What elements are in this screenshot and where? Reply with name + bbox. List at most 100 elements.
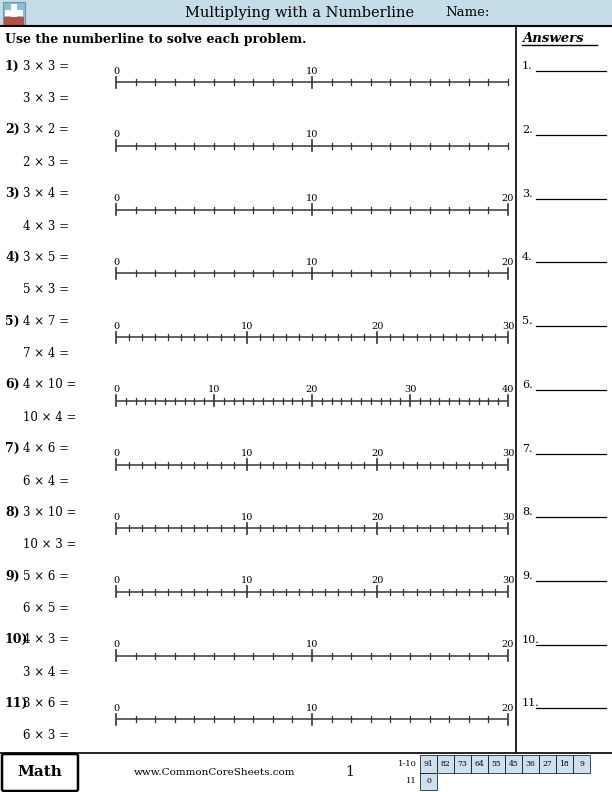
Text: 6 × 5 =: 6 × 5 = <box>23 602 69 615</box>
Text: 0: 0 <box>113 258 119 267</box>
Text: 30: 30 <box>502 322 514 330</box>
Bar <box>539 755 556 772</box>
Bar <box>420 755 437 772</box>
Text: 20: 20 <box>306 385 318 394</box>
Text: 11): 11) <box>5 697 29 710</box>
Text: 36: 36 <box>526 760 536 767</box>
Text: 73: 73 <box>458 760 468 767</box>
Text: 4 × 7 =: 4 × 7 = <box>23 314 69 328</box>
Bar <box>471 755 488 772</box>
Text: 6 × 4 =: 6 × 4 = <box>23 474 69 488</box>
Text: 8): 8) <box>5 506 20 519</box>
Text: 10: 10 <box>306 258 318 267</box>
Text: 10 × 4 =: 10 × 4 = <box>23 411 76 424</box>
Text: 20: 20 <box>502 640 514 649</box>
Text: 9: 9 <box>579 760 584 767</box>
Text: 0: 0 <box>426 777 431 785</box>
Text: 3 × 3 =: 3 × 3 = <box>23 92 69 105</box>
Text: 10: 10 <box>208 385 220 394</box>
Text: 1): 1) <box>5 59 20 73</box>
Text: 0: 0 <box>113 577 119 585</box>
Bar <box>0 753 612 792</box>
Bar <box>437 755 454 772</box>
Text: 10: 10 <box>241 577 253 585</box>
Text: 0: 0 <box>113 449 119 458</box>
Text: 10: 10 <box>241 322 253 330</box>
Text: 91: 91 <box>424 760 433 767</box>
Text: 20: 20 <box>371 577 384 585</box>
Text: 3 × 3 =: 3 × 3 = <box>23 59 69 73</box>
Text: 10 × 3 =: 10 × 3 = <box>23 539 76 551</box>
FancyBboxPatch shape <box>2 754 78 791</box>
Text: 0: 0 <box>113 640 119 649</box>
Bar <box>505 755 522 772</box>
Text: Answers: Answers <box>522 32 584 45</box>
Text: 4 × 3 =: 4 × 3 = <box>23 219 69 233</box>
Text: 27: 27 <box>543 760 553 767</box>
Text: 4.: 4. <box>522 253 532 262</box>
Text: 10): 10) <box>5 634 29 646</box>
Text: 3 × 10 =: 3 × 10 = <box>23 506 76 519</box>
Text: 20: 20 <box>371 449 384 458</box>
Text: 30: 30 <box>502 512 514 522</box>
Bar <box>488 755 505 772</box>
Text: 30: 30 <box>502 449 514 458</box>
Text: 10: 10 <box>241 449 253 458</box>
Text: 6): 6) <box>5 379 20 391</box>
Text: 1.: 1. <box>522 61 532 71</box>
Text: 7.: 7. <box>522 444 532 454</box>
Bar <box>573 755 590 772</box>
Text: 9.: 9. <box>522 571 532 581</box>
Text: 9): 9) <box>5 569 20 583</box>
Text: Multiplying with a Numberline: Multiplying with a Numberline <box>185 6 414 20</box>
Bar <box>420 772 437 790</box>
Text: Name:: Name: <box>445 6 490 20</box>
Bar <box>11 4 17 22</box>
Bar <box>522 755 539 772</box>
Text: 0: 0 <box>113 704 119 713</box>
Text: 5): 5) <box>5 314 20 328</box>
Text: 2): 2) <box>5 124 20 136</box>
Text: 0: 0 <box>113 385 119 394</box>
Text: 5.: 5. <box>522 316 532 326</box>
Text: 4 × 10 =: 4 × 10 = <box>23 379 76 391</box>
Bar <box>454 755 471 772</box>
Text: 2.: 2. <box>522 125 532 135</box>
Text: 10: 10 <box>306 194 318 203</box>
Text: 11: 11 <box>406 777 417 785</box>
Text: 40: 40 <box>502 385 514 394</box>
Text: 20: 20 <box>371 322 384 330</box>
Text: 82: 82 <box>441 760 450 767</box>
Text: 6 × 3 =: 6 × 3 = <box>23 729 69 742</box>
Text: 3.: 3. <box>522 188 532 199</box>
Text: 3 × 4 =: 3 × 4 = <box>23 187 69 200</box>
Text: 64: 64 <box>475 760 484 767</box>
Text: 45: 45 <box>509 760 518 767</box>
Text: 5 × 3 =: 5 × 3 = <box>23 284 69 296</box>
Text: 0: 0 <box>113 194 119 203</box>
Text: 20: 20 <box>502 258 514 267</box>
Text: 0: 0 <box>113 512 119 522</box>
Bar <box>556 755 573 772</box>
Text: 0: 0 <box>113 131 119 139</box>
Text: Use the numberline to solve each problem.: Use the numberline to solve each problem… <box>5 32 307 45</box>
Text: 10: 10 <box>306 704 318 713</box>
Text: 3 × 5 =: 3 × 5 = <box>23 251 69 264</box>
Bar <box>0 0 612 26</box>
Text: 10: 10 <box>306 131 318 139</box>
Text: 3 × 2 =: 3 × 2 = <box>23 124 69 136</box>
Text: 5 × 6 =: 5 × 6 = <box>23 569 69 583</box>
Text: 4 × 6 =: 4 × 6 = <box>23 442 69 455</box>
Text: 10: 10 <box>306 640 318 649</box>
Text: Math: Math <box>18 766 62 779</box>
Text: www.CommonCoreSheets.com: www.CommonCoreSheets.com <box>134 768 296 777</box>
Text: 7 × 4 =: 7 × 4 = <box>23 347 69 360</box>
Text: 10: 10 <box>241 512 253 522</box>
Text: 18: 18 <box>559 760 569 767</box>
Text: 20: 20 <box>502 194 514 203</box>
Text: 0: 0 <box>113 322 119 330</box>
Text: 20: 20 <box>371 512 384 522</box>
Text: 10: 10 <box>306 67 318 76</box>
Text: 7): 7) <box>5 442 20 455</box>
Text: 11.: 11. <box>522 699 540 709</box>
